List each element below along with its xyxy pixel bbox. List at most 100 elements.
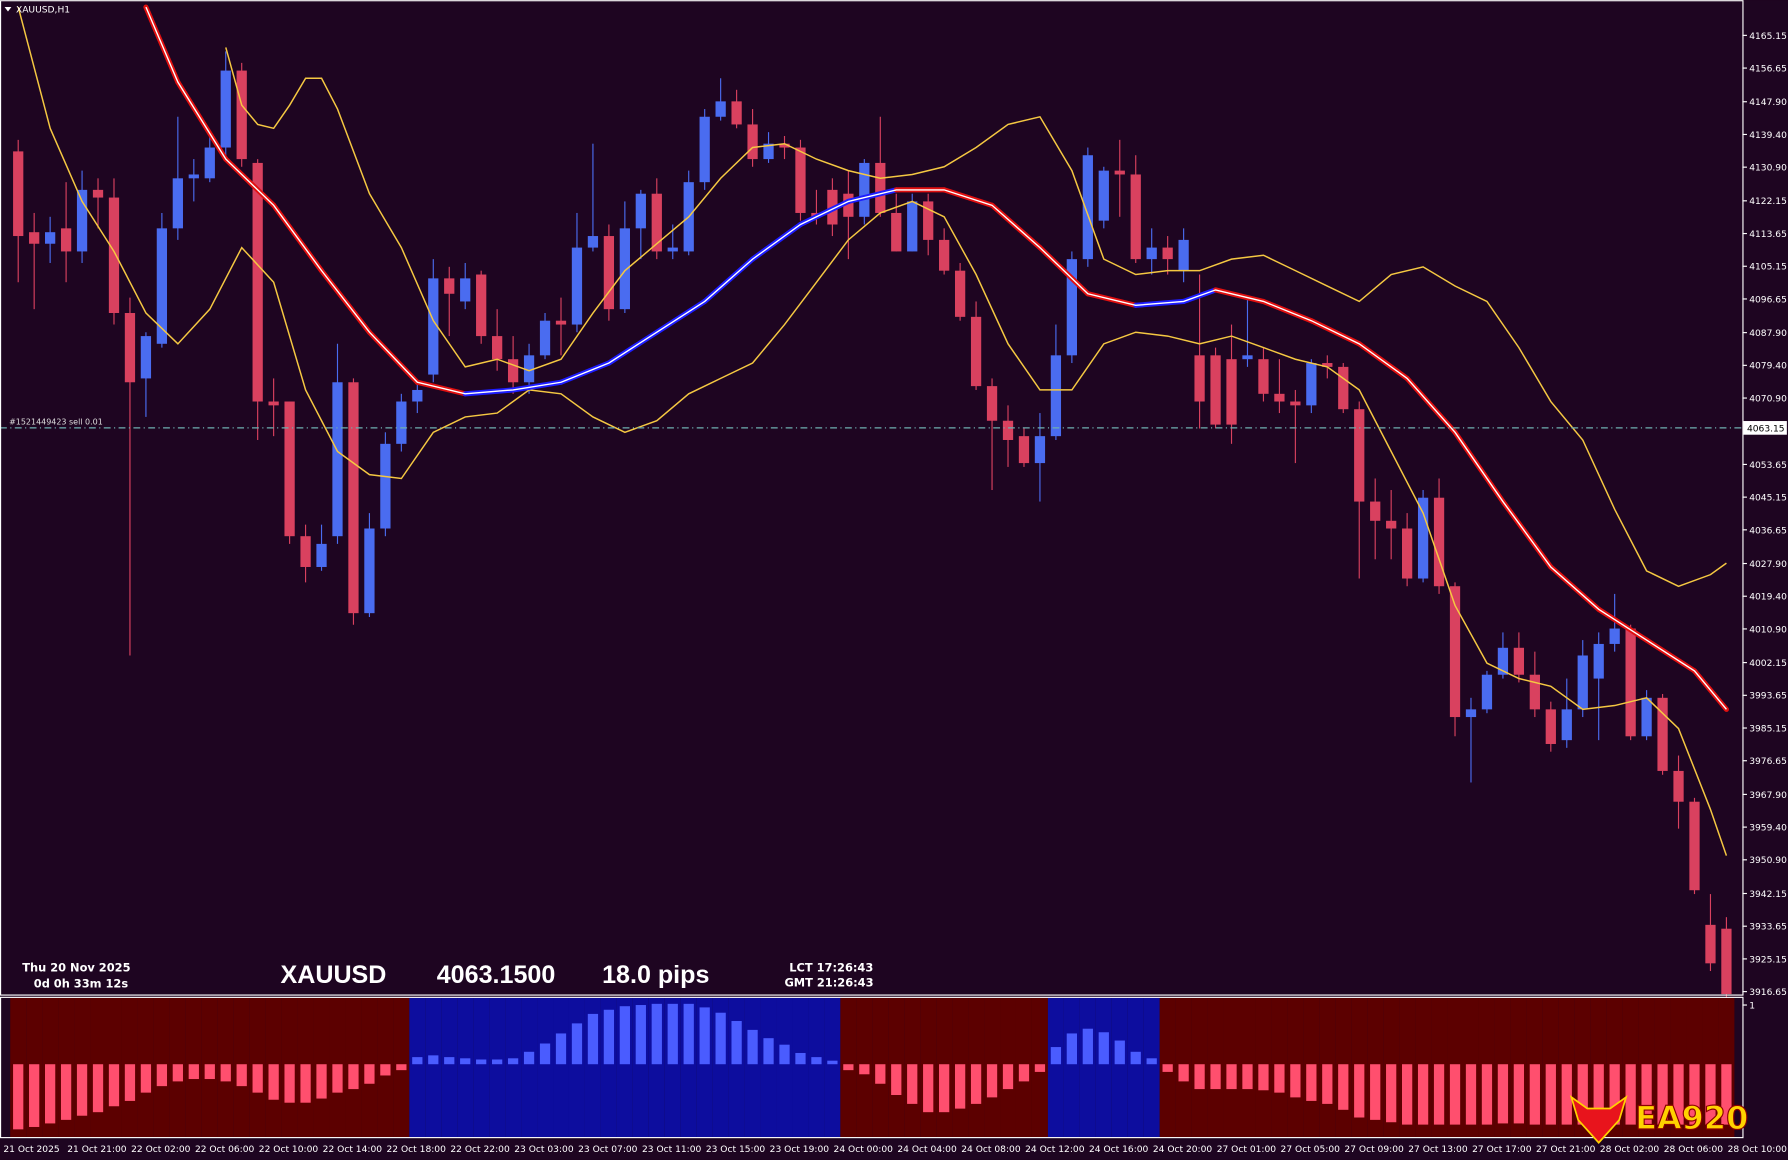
- indicator-zone: [1143, 997, 1160, 1138]
- x-tick-label: 27 Oct 05:00: [1281, 1145, 1341, 1155]
- candle-body: [476, 274, 487, 337]
- indicator-zone: [744, 997, 761, 1138]
- indicator-bar: [667, 1003, 678, 1065]
- candle-body: [1497, 647, 1509, 675]
- indicator-bar: [13, 1064, 24, 1130]
- candle-body: [507, 359, 519, 383]
- indicator-zone: [457, 997, 474, 1138]
- date: Thu 20 Nov 2025: [22, 961, 130, 975]
- candle-body: [1513, 647, 1525, 675]
- candle-body: [188, 174, 199, 179]
- indicator-bar: [811, 1057, 822, 1065]
- indicator-bar: [1226, 1064, 1237, 1090]
- candle-body: [380, 443, 391, 529]
- y-tick-label: 4147.90: [1749, 98, 1787, 108]
- indicator-bar: [1178, 1064, 1189, 1082]
- indicator-zone: [760, 997, 777, 1138]
- x-tick-label: 24 Oct 08:00: [961, 1145, 1021, 1155]
- indicator-y-tick-label: 1: [1749, 1001, 1755, 1011]
- indicator-bar: [1066, 1033, 1078, 1065]
- indicator-bar: [795, 1052, 806, 1065]
- indicator-bar: [92, 1064, 104, 1113]
- y-tick-label: 4079.40: [1749, 362, 1787, 372]
- indicator-bar: [954, 1064, 966, 1109]
- y-tick-label: 4165.15: [1749, 32, 1787, 42]
- candle-body: [284, 401, 295, 537]
- candle-body: [1481, 674, 1493, 710]
- indicator-bar: [1194, 1064, 1205, 1090]
- indicator-bar: [1401, 1064, 1413, 1125]
- indicator-bar: [747, 1029, 758, 1065]
- x-tick-label: 24 Oct 04:00: [897, 1145, 957, 1155]
- candle-body: [1130, 174, 1141, 260]
- indicator-bar: [300, 1064, 311, 1103]
- indicator-bar: [635, 1005, 646, 1065]
- x-tick-label: 27 Oct 13:00: [1408, 1145, 1468, 1155]
- candle-body: [252, 162, 263, 402]
- y-tick-label: 4027.90: [1749, 560, 1787, 570]
- indicator-bar: [970, 1064, 982, 1104]
- logo-icon: [1569, 1094, 1628, 1145]
- y-tick-label: 3925.15: [1749, 955, 1787, 965]
- indicator-bar: [140, 1064, 152, 1093]
- main-frame: [0, 0, 1744, 996]
- x-tick-label: 28 Oct 06:00: [1664, 1145, 1724, 1155]
- x-tick-label: 22 Oct 18:00: [387, 1145, 447, 1155]
- candle-body: [986, 386, 998, 421]
- indicator-bar: [843, 1064, 854, 1071]
- indicator-bar: [1641, 1064, 1652, 1125]
- candle-body: [1721, 928, 1732, 995]
- indicator-bar: [1449, 1064, 1461, 1125]
- indicator-zone: [792, 997, 809, 1138]
- indicator-bar: [332, 1064, 343, 1093]
- indicator-bar: [1481, 1064, 1493, 1125]
- candle-body: [460, 278, 471, 302]
- indicator-bar: [188, 1064, 199, 1080]
- indicator-bar: [1242, 1064, 1253, 1090]
- indicator-bar: [1497, 1064, 1509, 1124]
- indicator-bar: [1593, 1064, 1604, 1125]
- x-tick-label: 27 Oct 09:00: [1344, 1145, 1404, 1155]
- candle-body: [523, 355, 535, 383]
- candle-body: [428, 278, 439, 375]
- indicator-bar: [1354, 1064, 1365, 1118]
- x-tick-label: 22 Oct 06:00: [195, 1145, 255, 1155]
- indicator-zone: [425, 997, 442, 1138]
- indicator-bar: [1433, 1064, 1445, 1125]
- x-tick-label: 21 Oct 2025: [3, 1145, 59, 1155]
- x-tick-label: 21 Oct 21:00: [67, 1145, 127, 1155]
- candle-body: [1322, 363, 1333, 367]
- bands: [17, 6, 1728, 856]
- candle-body: [1449, 586, 1461, 718]
- y-tick-label: 3959.40: [1749, 824, 1787, 834]
- y-tick-label: 4070.90: [1749, 394, 1787, 404]
- y-tick-label: 4139.40: [1749, 131, 1787, 141]
- candle-body: [220, 70, 231, 148]
- x-tick-label: 22 Oct 02:00: [131, 1145, 191, 1155]
- x-tick-label: 24 Oct 16:00: [1089, 1145, 1149, 1155]
- x-tick-label: 27 Oct 17:00: [1472, 1145, 1532, 1155]
- indicator-bar: [1705, 1064, 1716, 1125]
- candle-body: [731, 101, 742, 125]
- countdown: 0d 0h 33m 12s: [34, 977, 129, 991]
- indicator-bar: [1002, 1064, 1014, 1090]
- candle-body: [843, 193, 854, 217]
- candle-body: [1146, 247, 1157, 260]
- band-line: [17, 6, 1728, 856]
- y-tick-label: 4045.15: [1749, 494, 1787, 504]
- candle-body: [795, 147, 806, 213]
- candle-body: [1545, 709, 1556, 744]
- menu-arrow[interactable]: [4, 6, 12, 12]
- candle-body: [747, 124, 758, 160]
- indicator-zone: [824, 997, 841, 1138]
- indicator-bar: [236, 1064, 247, 1087]
- candle-body: [236, 70, 247, 160]
- candle-body: [1258, 359, 1269, 394]
- indicator-zone: [1127, 997, 1144, 1138]
- candle-body: [1401, 528, 1413, 579]
- indicator-bar: [29, 1064, 40, 1127]
- candle-body: [923, 201, 934, 240]
- candle-body: [970, 316, 982, 387]
- indicator-bar: [619, 1006, 630, 1065]
